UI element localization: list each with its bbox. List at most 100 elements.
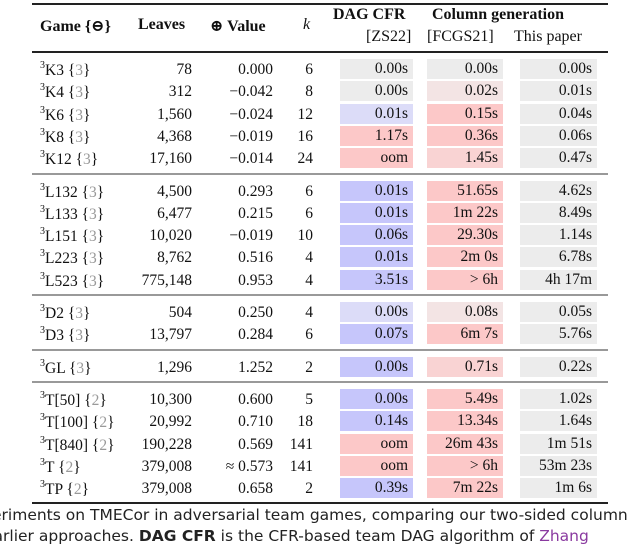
this-paper-time: 4.62s bbox=[520, 180, 597, 201]
this-paper-time: 1m 6s bbox=[520, 478, 597, 499]
dag-cfr-time: 1.17s bbox=[340, 125, 413, 146]
header-column-generation: Column generation bbox=[432, 6, 564, 23]
value: 0.284 bbox=[238, 326, 273, 344]
group-rule bbox=[32, 348, 608, 351]
fcgs-time: 29.30s bbox=[427, 225, 503, 246]
value: −0.024 bbox=[229, 105, 273, 123]
header-dag-cfr: DAG CFR bbox=[333, 6, 406, 23]
table-row: 3L223 {3} 8,762 0.516 4 0.01s 2m 0s 6.78s bbox=[0, 247, 640, 269]
leaves: 379,008 bbox=[141, 457, 192, 475]
team-size: 3 bbox=[75, 106, 84, 124]
dag-cfr-time: 0.00s bbox=[340, 59, 413, 79]
fcgs-time: 6m 7s bbox=[427, 324, 503, 345]
leaves: 379,008 bbox=[141, 480, 192, 498]
player-count: 3 bbox=[40, 248, 45, 260]
header-fcgs-ref: [FCGS21] bbox=[427, 28, 494, 45]
table-row: 3GL {3} 1,296 1.252 2 0.00s 0.71s 0.22s bbox=[0, 356, 640, 379]
game-name: 3L132 {3} bbox=[40, 181, 105, 201]
dag-cfr-time: 0.01s bbox=[340, 103, 413, 124]
team-size: 2 bbox=[65, 458, 74, 476]
game-name: 3L523 {3} bbox=[40, 270, 105, 290]
k: 4 bbox=[305, 304, 313, 321]
dag-cfr-time: 3.51s bbox=[340, 269, 413, 290]
team-size: 3 bbox=[89, 272, 97, 290]
bottom-rule bbox=[32, 502, 608, 504]
table-row: 3T[50] {2} 10,300 0.600 5 0.00s 5.49s 1.02s bbox=[0, 388, 640, 411]
this-paper-time: 0.47s bbox=[520, 148, 597, 169]
k: 10 bbox=[297, 227, 314, 245]
dag-cfr-time: 0.01s bbox=[340, 180, 413, 201]
player-count: 3 bbox=[40, 60, 45, 71]
game-name: 3K4 {3} bbox=[40, 82, 91, 102]
game-label: D2 bbox=[45, 305, 64, 323]
game-name: 3K6 {3} bbox=[40, 104, 91, 124]
this-paper-time: 0.06s bbox=[520, 125, 597, 146]
game-label: TP bbox=[45, 481, 63, 499]
game-label: L223 bbox=[45, 250, 78, 268]
dag-cfr-time: oom bbox=[340, 148, 413, 169]
game-label: K3 bbox=[45, 62, 64, 80]
game-name: 3T[50] {2} bbox=[40, 389, 107, 410]
this-paper-time: 4h 17m bbox=[520, 269, 597, 290]
this-paper-time: 1m 51s bbox=[520, 433, 597, 454]
leaves: 20,992 bbox=[149, 413, 192, 431]
table-row: 3T[100] {2} 20,992 0.710 18 0.14s 13.34s 1.64s bbox=[0, 411, 640, 433]
team-size: 3 bbox=[89, 228, 97, 246]
group-rule bbox=[32, 380, 608, 383]
this-paper-time: 0.05s bbox=[520, 302, 597, 322]
k: 24 bbox=[297, 150, 314, 168]
k: 6 bbox=[305, 204, 313, 222]
leaves: 312 bbox=[168, 83, 192, 101]
fcgs-time: 13.34s bbox=[427, 411, 503, 432]
k: 4 bbox=[305, 271, 313, 289]
team-size: 3 bbox=[89, 183, 97, 201]
player-count: 3 bbox=[40, 82, 45, 94]
fcgs-time: 5.49s bbox=[427, 388, 503, 409]
header-this-paper: This paper bbox=[514, 28, 582, 45]
k: 5 bbox=[305, 390, 313, 408]
game-label: D3 bbox=[45, 327, 64, 345]
game-name: 3D3 {3} bbox=[40, 325, 91, 345]
game-name: 3K3 {3} bbox=[40, 60, 91, 80]
citation-link[interactable]: Zhang bbox=[539, 527, 589, 545]
dag-cfr-time: 0.00s bbox=[340, 302, 413, 322]
fcgs-time: > 6h bbox=[427, 455, 503, 476]
fcgs-time: 0.71s bbox=[427, 356, 503, 377]
player-count: 3 bbox=[40, 126, 45, 138]
dag-cfr-time: 0.39s bbox=[340, 478, 413, 499]
team-size: 3 bbox=[75, 305, 84, 323]
caption-text: earlier approaches. bbox=[0, 527, 134, 545]
caption-bold: DAG CFR bbox=[138, 527, 216, 545]
leaves: 4,368 bbox=[157, 127, 192, 145]
dag-cfr-time: 0.01s bbox=[340, 247, 413, 268]
table-row: 3K4 {3} 312 −0.042 8 0.00s 0.02s 0.01s bbox=[0, 81, 640, 103]
leaves: 10,020 bbox=[149, 227, 192, 245]
this-paper-time: 0.04s bbox=[520, 103, 597, 124]
caption-text-2: is the CFR-based team DAG algorithm of bbox=[215, 527, 540, 545]
fcgs-time: 7m 22s bbox=[427, 478, 503, 499]
fcgs-time: 26m 43s bbox=[427, 433, 503, 454]
dag-cfr-time: 0.06s bbox=[340, 225, 413, 246]
table-row: 3K12 {3} 17,160 −0.014 24 oom 1.45s 0.47s bbox=[0, 148, 640, 170]
k: 141 bbox=[289, 457, 313, 475]
player-count: 3 bbox=[40, 203, 45, 215]
header-dag-cfr-ref: [ZS22] bbox=[366, 28, 412, 45]
player-count: 3 bbox=[40, 456, 45, 468]
header-value: ⊕ Value bbox=[210, 18, 266, 35]
game-label: T bbox=[45, 458, 55, 476]
dag-cfr-time: 0.00s bbox=[340, 388, 413, 409]
table-row: 3T[840] {2} 190,228 0.569 141 oom 26m 43s 1m 5… bbox=[0, 433, 640, 456]
value: 0.953 bbox=[238, 271, 273, 289]
fcgs-time: 51.65s bbox=[427, 180, 503, 201]
value: 0.215 bbox=[238, 204, 273, 222]
dag-cfr-time: oom bbox=[340, 455, 413, 476]
leaves: 190,228 bbox=[141, 435, 192, 453]
value: 0.000 bbox=[238, 61, 273, 78]
k: 16 bbox=[297, 127, 314, 145]
this-paper-time: 6.78s bbox=[520, 247, 597, 268]
game-label: T[100] bbox=[45, 414, 89, 432]
value: −0.042 bbox=[229, 83, 273, 101]
fcgs-time: 0.00s bbox=[427, 59, 503, 79]
team-size: 3 bbox=[75, 129, 84, 147]
value: −0.019 bbox=[229, 227, 273, 245]
